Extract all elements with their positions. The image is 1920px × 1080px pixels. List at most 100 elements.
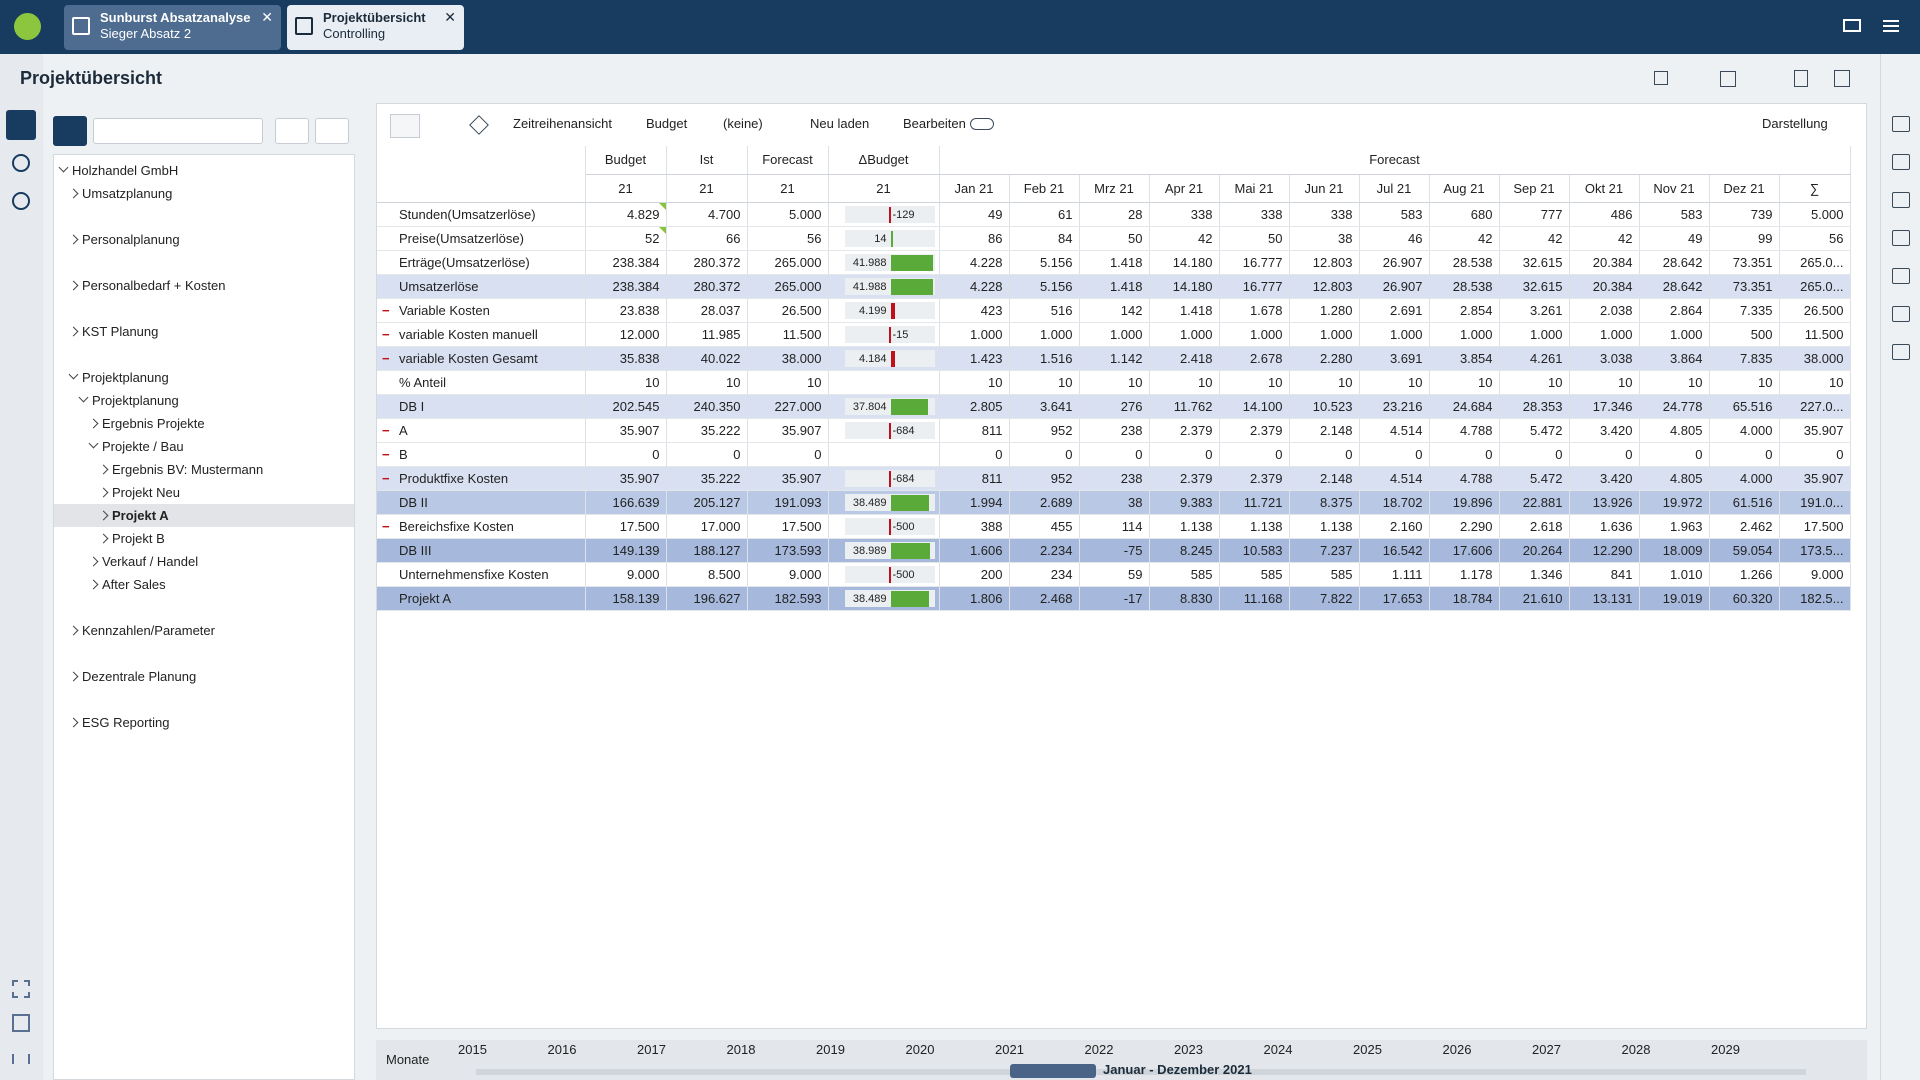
edit-toggle[interactable]	[970, 118, 994, 130]
tree-chevron[interactable]	[58, 162, 69, 173]
tree-item[interactable]: Projektplanung	[54, 389, 354, 412]
tree-item[interactable]: Umsatzplanung	[54, 182, 354, 205]
side-icon[interactable]	[1892, 230, 1910, 246]
logo[interactable]	[14, 13, 41, 40]
timeline-year[interactable]: 2028	[1621, 1042, 1651, 1057]
side-icon[interactable]	[1892, 306, 1910, 322]
side-icon[interactable]	[1892, 268, 1910, 284]
column-header[interactable]: Budget	[585, 146, 667, 175]
table-row[interactable]: Unternehmensfixe Kosten 9.000 8.500 9.000 -5…	[377, 562, 1851, 587]
doc-button[interactable]	[1794, 70, 1808, 87]
side-icon[interactable]	[1892, 116, 1910, 132]
tree-chevron[interactable]	[88, 556, 99, 567]
month-header[interactable]: Aug 21	[1429, 174, 1500, 203]
tree-item[interactable]: KST Planung	[54, 320, 354, 343]
flag-button[interactable]	[1654, 71, 1668, 85]
tree-item[interactable]: Projekte / Bau	[54, 435, 354, 458]
display-select[interactable]: Darstellung	[1762, 116, 1828, 131]
excel-button[interactable]	[1720, 71, 1736, 87]
table-row[interactable]: DB III 149.139 188.127 173.593 38.989 1.606 2.…	[377, 538, 1851, 563]
view-select[interactable]: Zeitreihenansicht	[513, 116, 612, 131]
table-row[interactable]: Erträge(Umsatzerlöse) 238.384 280.372 265.0…	[377, 250, 1851, 275]
table-row[interactable]: − variable Kosten Gesamt 35.838 40.022 38.00…	[377, 346, 1851, 371]
tree-item[interactable]: Verkauf / Handel	[54, 550, 354, 573]
month-header[interactable]: Mai 21	[1219, 174, 1290, 203]
month-header[interactable]: Okt 21	[1569, 174, 1640, 203]
timeline-unit[interactable]: Monate	[386, 1052, 430, 1067]
timeline-year[interactable]: 2018	[726, 1042, 756, 1057]
tree-item[interactable]: Ergebnis Projekte	[54, 412, 354, 435]
table-row[interactable]: − A 35.907 35.222 35.907 -684 811 952 238 2.379 2.…	[377, 418, 1851, 443]
timeline-year[interactable]: 2024	[1263, 1042, 1293, 1057]
filter-select[interactable]: (keine)	[723, 116, 763, 131]
timeline-year[interactable]: 2023	[1174, 1042, 1203, 1057]
timeline-year[interactable]: 2020	[905, 1042, 935, 1057]
column-header[interactable]: ΔBudget	[828, 146, 940, 175]
table-row[interactable]: DB II 166.639 205.127 191.093 38.489 1.994 2.6…	[377, 490, 1851, 515]
tree-item[interactable]: Kennzahlen/Parameter	[54, 619, 354, 642]
timeline-year[interactable]: 2025	[1353, 1042, 1382, 1057]
month-header[interactable]: Mrz 21	[1079, 174, 1150, 203]
nav-icon[interactable]	[12, 192, 30, 210]
search-button[interactable]	[275, 118, 309, 144]
tree-item[interactable]: Dezentrale Planung	[54, 665, 354, 688]
tree-chevron[interactable]	[88, 579, 99, 590]
tree-item[interactable]: After Sales	[54, 573, 354, 596]
tree-chevron[interactable]	[68, 188, 79, 199]
nav-icon[interactable]	[12, 154, 30, 172]
table-row[interactable]: % Anteil 10 10 10 10 10 10 10 10 10 10 10 10 10 10 10 10	[377, 370, 1851, 395]
tree-item[interactable]: Holzhandel GmbH	[54, 159, 354, 182]
panel-icon[interactable]	[12, 1014, 30, 1032]
tree-chevron[interactable]	[68, 369, 79, 380]
menu-icon[interactable]	[1883, 20, 1899, 32]
month-header[interactable]: Feb 21	[1009, 174, 1080, 203]
width-icon[interactable]	[12, 1054, 30, 1064]
side-icon[interactable]	[1892, 344, 1910, 360]
timeline-selection[interactable]	[1010, 1064, 1096, 1078]
tab-close[interactable]: ✕	[444, 9, 456, 25]
search-input[interactable]	[93, 118, 263, 144]
table-row[interactable]: Umsatzerlöse 238.384 280.372 265.000 41.988 4…	[377, 274, 1851, 299]
tab-close[interactable]: ✕	[261, 9, 273, 25]
table-row[interactable]: − Variable Kosten 23.838 28.037 26.500 4.199 4…	[377, 298, 1851, 323]
table-row[interactable]: Preise(Umsatzerlöse) 52 66 56 14 86 84 50 42 50 38…	[377, 226, 1851, 251]
tree-chevron[interactable]	[68, 717, 79, 728]
tree-view-button[interactable]	[53, 116, 87, 146]
timeline-year[interactable]: 2021	[995, 1042, 1024, 1057]
timeline-year[interactable]: 2015	[458, 1042, 487, 1057]
version-select[interactable]: Budget	[646, 116, 688, 131]
month-header[interactable]: Jan 21	[939, 174, 1010, 203]
tree-chevron[interactable]	[68, 326, 79, 337]
tree-chevron[interactable]	[98, 464, 109, 475]
tree-chevron[interactable]	[98, 510, 109, 521]
table-row[interactable]: − B 0 0 0 0 0 0 0 0 0 0 0 0 0 0 0 0	[377, 442, 1851, 467]
tree-chevron[interactable]	[78, 392, 89, 403]
reload-button[interactable]: Neu laden	[810, 116, 870, 131]
month-header[interactable]: Jul 21	[1359, 174, 1430, 203]
tree-item[interactable]: Ergebnis BV: Mustermann	[54, 458, 354, 481]
chart-view-button[interactable]	[424, 114, 454, 138]
tree-item[interactable]: Personalplanung	[54, 228, 354, 251]
column-header[interactable]: Forecast	[747, 146, 829, 175]
timeline-year[interactable]: 2022	[1084, 1042, 1114, 1057]
tree-chevron[interactable]	[98, 533, 109, 544]
table-row[interactable]: − variable Kosten manuell 12.000 11.985 11.5…	[377, 322, 1851, 347]
month-header[interactable]: Nov 21	[1639, 174, 1710, 203]
tree-chevron[interactable]	[98, 487, 109, 498]
tree-chevron[interactable]	[68, 234, 79, 245]
tree-item[interactable]: Projektplanung	[54, 366, 354, 389]
month-header[interactable]: Sep 21	[1499, 174, 1570, 203]
table-row[interactable]: DB I 202.545 240.350 227.000 37.804 2.805 3.64…	[377, 394, 1851, 419]
tree-item[interactable]: Projekt Neu	[54, 481, 354, 504]
table-row[interactable]: Stunden(Umsatzerlöse) 4.829 4.700 5.000 -129…	[377, 202, 1851, 227]
timeline-year[interactable]: 2017	[637, 1042, 666, 1057]
side-icon[interactable]	[1892, 192, 1910, 208]
more-button[interactable]	[315, 118, 349, 144]
table-view-button[interactable]	[390, 114, 420, 138]
save-button[interactable]	[1834, 70, 1850, 87]
side-icon[interactable]	[1892, 154, 1910, 170]
timeline-year[interactable]: 2027	[1532, 1042, 1561, 1057]
tree-chevron[interactable]	[68, 671, 79, 682]
pin-button[interactable]	[469, 115, 489, 135]
screen-icon[interactable]	[1843, 19, 1861, 32]
